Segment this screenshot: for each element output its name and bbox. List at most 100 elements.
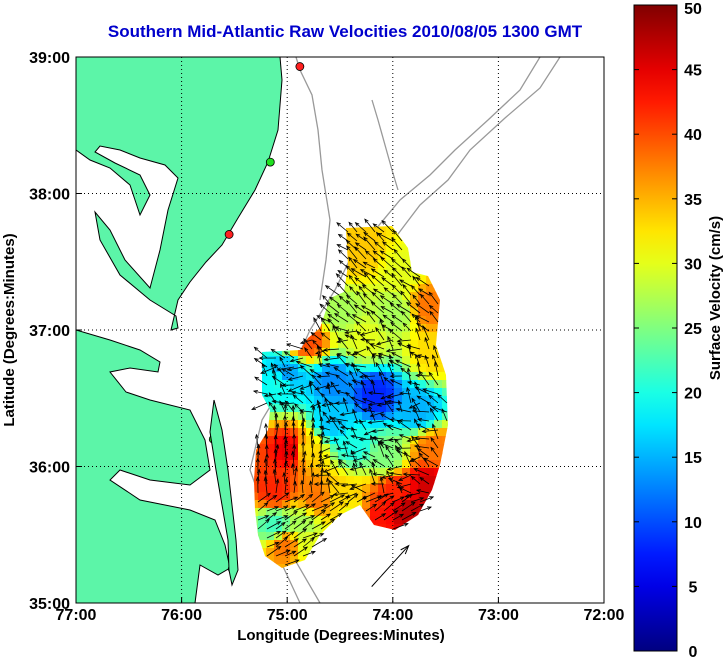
velocity-cell — [298, 356, 307, 365]
velocity-arrow — [293, 520, 306, 530]
velocity-arrowhead — [345, 294, 351, 299]
velocity-cell — [378, 428, 387, 437]
velocity-arrow — [399, 279, 412, 287]
velocity-arrowhead — [358, 374, 364, 379]
velocity-cell — [442, 404, 448, 413]
velocity-arrowhead — [327, 313, 333, 318]
velocity-arrowhead — [416, 448, 422, 453]
velocity-arrowhead — [279, 356, 284, 362]
velocity-arrowhead — [415, 327, 420, 333]
velocity-cell — [378, 260, 387, 269]
velocity-arrow — [323, 465, 340, 473]
velocity-cell — [362, 316, 371, 325]
velocity-arrowhead — [383, 269, 389, 274]
velocity-arrowhead — [337, 458, 343, 464]
velocity-arrow — [348, 382, 358, 395]
velocity-cell — [426, 364, 435, 373]
velocity-cell — [306, 540, 315, 549]
velocity-arrow — [332, 325, 340, 341]
velocity-cell — [370, 226, 379, 229]
velocity-arrowhead — [273, 448, 278, 454]
velocity-arrowhead — [332, 492, 338, 497]
velocity-arrowhead — [281, 530, 287, 535]
velocity-arrow — [302, 515, 315, 521]
velocity-cell — [402, 436, 411, 445]
velocity-arrowhead — [363, 272, 369, 277]
velocity-cell — [322, 324, 331, 333]
velocity-arrow — [370, 435, 376, 449]
velocity-arrowhead — [303, 337, 308, 343]
velocity-cell — [258, 484, 267, 493]
velocity-arrowhead — [290, 531, 296, 536]
outer-banks — [209, 399, 239, 587]
velocity-arrow — [336, 273, 349, 287]
velocity-arrowhead — [393, 248, 398, 254]
velocity-arrow — [368, 420, 385, 424]
velocity-arrow — [385, 454, 394, 467]
velocity-cell — [386, 340, 395, 349]
velocity-arrow — [369, 469, 376, 485]
velocity-cell — [418, 484, 427, 493]
velocity-arrow — [422, 429, 439, 432]
velocity-arrowhead — [292, 433, 297, 439]
velocity-arrow — [284, 520, 297, 530]
velocity-arrowhead — [323, 504, 329, 508]
velocity-cell — [338, 484, 347, 493]
velocity-cell — [426, 452, 435, 461]
velocity-arrow — [326, 363, 340, 368]
velocity-cell — [378, 364, 387, 373]
velocity-arrowhead — [326, 381, 331, 388]
velocity-arrowhead — [281, 521, 286, 527]
velocity-arrowhead — [389, 418, 395, 422]
velocity-arrowhead — [363, 236, 368, 242]
velocity-arrowhead — [410, 501, 416, 506]
velocity-cell — [410, 428, 419, 437]
velocity-cell — [282, 532, 291, 541]
velocity-arrowhead — [265, 518, 270, 524]
velocity-cell — [362, 444, 371, 453]
velocity-cell — [386, 388, 395, 397]
velocity-arrowhead — [371, 353, 376, 359]
velocity-cell — [426, 380, 435, 389]
velocity-arrowhead — [362, 496, 368, 501]
velocity-cell — [434, 356, 443, 365]
velocity-arrow — [345, 330, 358, 334]
velocity-arrow — [380, 477, 385, 494]
velocity-cell — [306, 332, 315, 341]
velocity-cell — [402, 348, 411, 357]
velocity-cell — [402, 260, 411, 269]
velocity-cell — [394, 284, 403, 293]
velocity-cell — [386, 284, 395, 293]
velocity-arrow — [397, 342, 412, 350]
velocity-arrow — [310, 431, 313, 449]
velocity-arrow — [337, 304, 349, 314]
velocity-cell — [370, 228, 379, 237]
velocity-arrowhead — [324, 371, 330, 376]
velocity-arrow — [338, 495, 350, 503]
velocity-cell — [266, 356, 275, 365]
velocity-arrow — [401, 501, 416, 512]
velocity-arrowhead — [380, 256, 385, 262]
velocity-cell — [254, 516, 259, 525]
velocity-arrow — [304, 347, 313, 359]
velocity-cell — [354, 260, 363, 269]
velocity-arrowhead — [406, 438, 412, 443]
velocity-cell — [306, 412, 315, 421]
velocity-arrow — [322, 295, 331, 305]
velocity-arrow — [292, 451, 295, 467]
velocity-arrowhead — [362, 451, 368, 456]
velocity-arrowhead — [381, 277, 386, 282]
velocity-cell — [354, 332, 363, 341]
velocity-arrowhead — [344, 330, 350, 335]
velocity-arrowhead — [284, 459, 288, 465]
velocity-arrowhead — [436, 393, 442, 399]
velocity-arrowhead — [418, 288, 423, 293]
velocity-cell — [394, 316, 403, 325]
colorbar-tick-label: 45 — [684, 63, 702, 80]
velocity-arrow — [327, 313, 340, 323]
velocity-arrow — [425, 355, 430, 368]
velocity-cell — [354, 412, 363, 421]
velocity-arrow — [320, 480, 323, 494]
velocity-arrowhead — [398, 477, 404, 481]
velocity-cell — [418, 452, 427, 461]
